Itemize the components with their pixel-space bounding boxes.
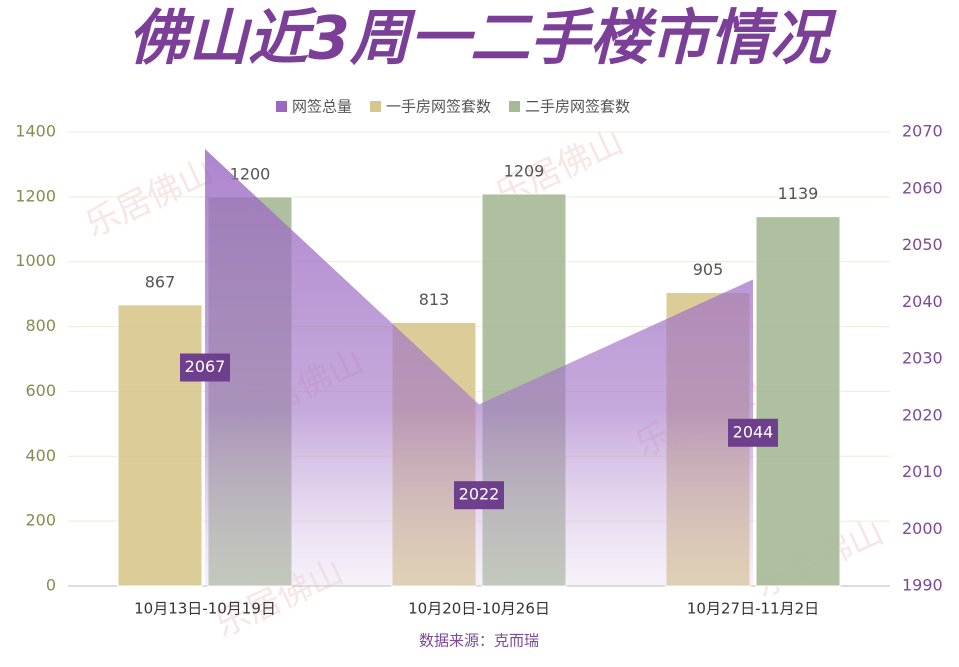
- bar-value-label: 1139: [778, 184, 819, 203]
- x-tick-label: 10月27日-11月2日: [687, 600, 819, 618]
- y2-tick-label: 2030: [902, 349, 943, 368]
- watermark: 乐居佛山: [79, 152, 219, 246]
- area-label-box: [728, 418, 778, 447]
- area: [205, 149, 753, 586]
- y-tick-label: 800: [25, 316, 56, 335]
- y2-tick-label: 2010: [902, 462, 943, 481]
- x-tick-label: 10月13日-10月19日: [134, 600, 276, 618]
- area-value-label: 2044: [733, 422, 774, 441]
- y2-tick-label: 1990: [902, 576, 943, 595]
- legend-label: 二手房网签套数: [525, 98, 630, 116]
- bar-value-label: 1200: [230, 164, 271, 183]
- area-value-label: 2067: [185, 357, 226, 376]
- y2-tick-label: 2060: [902, 178, 943, 197]
- y-tick-label: 400: [25, 446, 56, 465]
- bar-value-label: 867: [145, 272, 176, 291]
- x-tick-label: 10月20日-10月26日: [408, 600, 550, 618]
- y-tick-label: 1400: [15, 122, 56, 141]
- source-note: 数据来源：克而瑞: [419, 632, 539, 650]
- y2-tick-label: 2000: [902, 519, 943, 538]
- area-label-box: [454, 481, 504, 510]
- y-tick-label: 0: [46, 576, 56, 595]
- chart-title: 佛山近3周一二手楼市情况: [128, 4, 837, 74]
- y-tick-label: 200: [25, 511, 56, 530]
- y2-tick-label: 2040: [902, 292, 943, 311]
- y2-tick-label: 2020: [902, 405, 943, 424]
- area-label-box: [180, 353, 230, 382]
- y-tick-label: 600: [25, 381, 56, 400]
- bar-value-label: 905: [693, 260, 724, 279]
- area-value-label: 2022: [459, 485, 500, 504]
- y-tick-label: 1000: [15, 251, 56, 270]
- legend-label: 网签总量: [292, 98, 352, 116]
- legend-swatch: [276, 101, 287, 112]
- bar: [755, 216, 841, 587]
- legend-label: 一手房网签套数: [386, 98, 491, 116]
- y2-tick-label: 2070: [902, 122, 943, 141]
- legend-swatch: [370, 101, 382, 112]
- bar: [117, 304, 203, 587]
- y-tick-label: 1200: [15, 186, 56, 205]
- bar-value-label: 1209: [504, 161, 545, 180]
- bar-value-label: 813: [419, 290, 450, 309]
- y2-tick-label: 2050: [902, 235, 943, 254]
- legend-swatch: [509, 101, 521, 112]
